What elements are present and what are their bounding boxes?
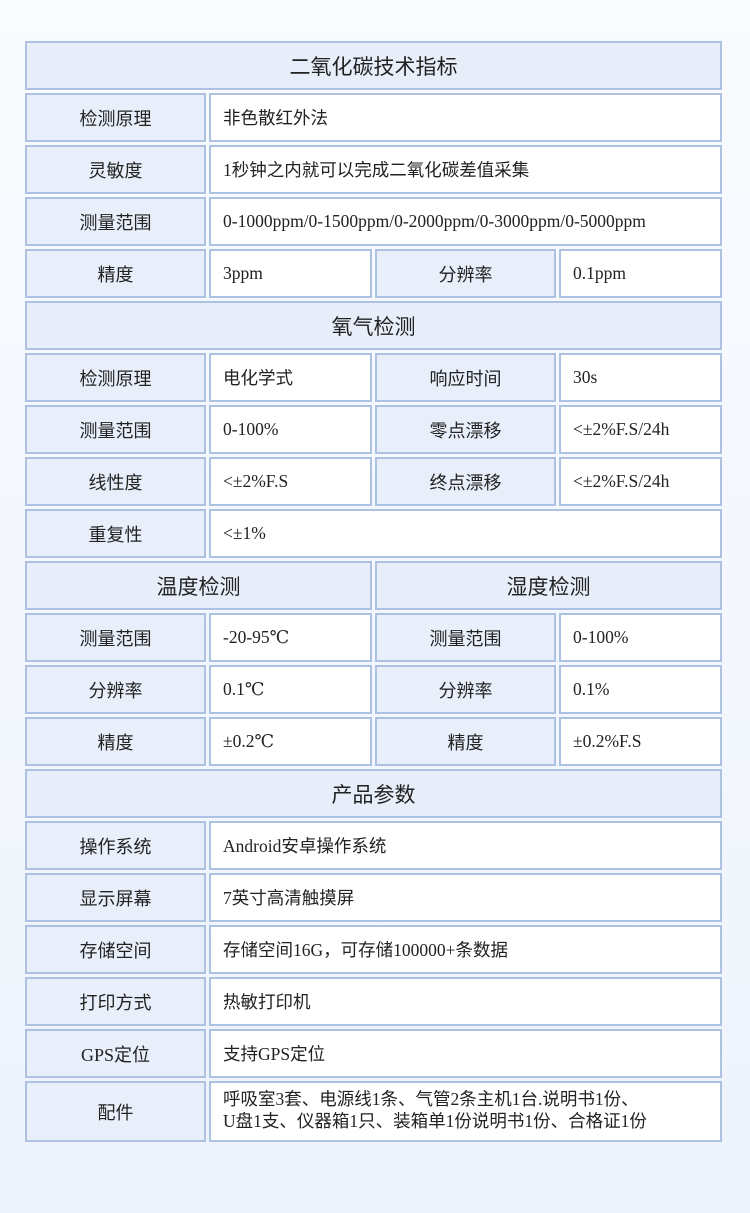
- value-cell: <±2%F.S/24h: [559, 457, 722, 506]
- label-cell: 重复性: [25, 509, 206, 558]
- value-cell: 非色散红外法: [209, 93, 722, 142]
- label-cell: 操作系统: [25, 821, 206, 870]
- value-cell: <±1%: [209, 509, 722, 558]
- label-cell: 灵敏度: [25, 145, 206, 194]
- section-header-product: 产品参数: [25, 769, 722, 818]
- value-cell: 存储空间16G，可存储100000+条数据: [209, 925, 722, 974]
- value-cell: ±0.2℃: [209, 717, 372, 766]
- label-cell: 显示屏幕: [25, 873, 206, 922]
- value-cell: Android安卓操作系统: [209, 821, 722, 870]
- label-cell: 线性度: [25, 457, 206, 506]
- label-cell: 分辨率: [375, 665, 556, 714]
- label-cell: 零点漂移: [375, 405, 556, 454]
- label-cell: 分辨率: [25, 665, 206, 714]
- value-cell: 3ppm: [209, 249, 372, 298]
- value-cell: -20-95℃: [209, 613, 372, 662]
- section-header-co2: 二氧化碳技术指标: [25, 41, 722, 90]
- value-cell: 热敏打印机: [209, 977, 722, 1026]
- label-cell: 精度: [25, 717, 206, 766]
- section-header-humidity: 湿度检测: [375, 561, 722, 610]
- label-cell: 存储空间: [25, 925, 206, 974]
- value-cell: 7英寸高清触摸屏: [209, 873, 722, 922]
- label-cell: 分辨率: [375, 249, 556, 298]
- value-cell: 支持GPS定位: [209, 1029, 722, 1078]
- value-cell: 1秒钟之内就可以完成二氧化碳差值采集: [209, 145, 722, 194]
- label-cell: GPS定位: [25, 1029, 206, 1078]
- value-cell: ±0.2%F.S: [559, 717, 722, 766]
- value-cell: 0.1℃: [209, 665, 372, 714]
- label-cell: 打印方式: [25, 977, 206, 1026]
- accessories-value-cell: 呼吸室3套、电源线1条、气管2条主机1台.说明书1份、 U盘1支、仪器箱1只、装…: [209, 1081, 722, 1142]
- accessories-line: 呼吸室3套、电源线1条、气管2条主机1台.说明书1份、: [223, 1089, 639, 1109]
- label-cell: 响应时间: [375, 353, 556, 402]
- value-cell: 0.1ppm: [559, 249, 722, 298]
- section-header-o2: 氧气检测: [25, 301, 722, 350]
- label-cell: 检测原理: [25, 353, 206, 402]
- label-cell: 精度: [25, 249, 206, 298]
- label-cell: 配件: [25, 1081, 206, 1142]
- value-cell: 0.1%: [559, 665, 722, 714]
- section-header-temperature: 温度检测: [25, 561, 372, 610]
- value-cell: 0-100%: [559, 613, 722, 662]
- spec-table: 二氧化碳技术指标 检测原理 非色散红外法 灵敏度 1秒钟之内就可以完成二氧化碳差…: [25, 41, 722, 1142]
- value-cell: <±2%F.S/24h: [559, 405, 722, 454]
- label-cell: 测量范围: [25, 613, 206, 662]
- accessories-line: U盘1支、仪器箱1只、装箱单1份说明书1份、合格证1份: [223, 1111, 647, 1131]
- value-cell: 30s: [559, 353, 722, 402]
- value-cell: 0-1000ppm/0-1500ppm/0-2000ppm/0-3000ppm/…: [209, 197, 722, 246]
- value-cell: 电化学式: [209, 353, 372, 402]
- value-cell: <±2%F.S: [209, 457, 372, 506]
- label-cell: 检测原理: [25, 93, 206, 142]
- label-cell: 终点漂移: [375, 457, 556, 506]
- label-cell: 精度: [375, 717, 556, 766]
- label-cell: 测量范围: [25, 197, 206, 246]
- label-cell: 测量范围: [375, 613, 556, 662]
- label-cell: 测量范围: [25, 405, 206, 454]
- value-cell: 0-100%: [209, 405, 372, 454]
